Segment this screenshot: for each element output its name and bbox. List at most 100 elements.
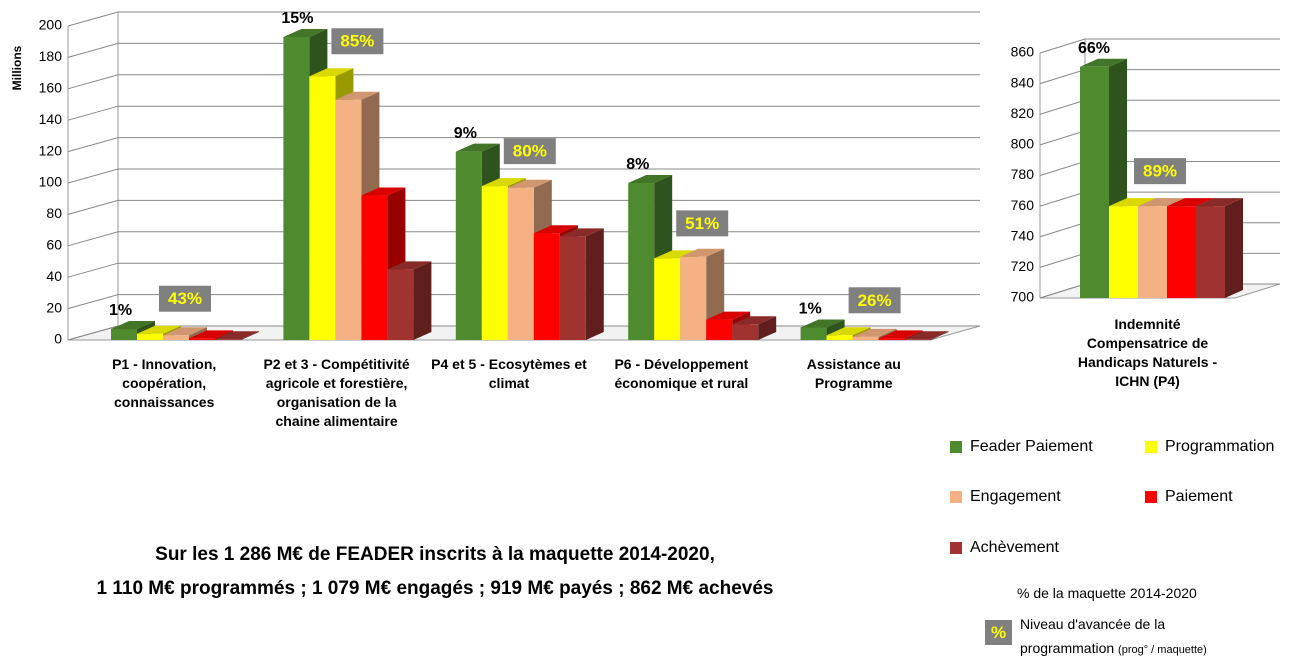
bar-side [930, 331, 949, 340]
bar-top [852, 328, 897, 337]
legend-label: Engagement [970, 488, 1061, 505]
bar-top [163, 327, 207, 336]
grid-line [67, 42, 980, 58]
bar-top [706, 311, 751, 320]
legend-label: Paiement [1165, 488, 1233, 505]
progress-box [503, 138, 556, 165]
legend-swatch [950, 542, 962, 554]
grid-line [67, 105, 980, 121]
legend-entry: Paiement [1145, 488, 1233, 506]
bar [628, 183, 655, 340]
bar-top [507, 179, 552, 188]
progress-label: 43% [168, 289, 202, 308]
grid-line [1039, 38, 1280, 54]
bar [680, 256, 707, 340]
progress-box [676, 210, 729, 237]
bar-top [732, 316, 777, 325]
bar [481, 186, 508, 340]
x-tick-label: P6 - Développement économique et rural [614, 356, 749, 391]
progress-label: 80% [513, 142, 547, 161]
legend-entry: Feader Paiement [950, 438, 1093, 456]
bar-side [758, 316, 777, 340]
share-label: 8% [626, 156, 649, 173]
legend-note: Niveau d'avancée de la programmation (pr… [1020, 612, 1220, 662]
bar [533, 233, 560, 340]
legend-note-title: % de la maquette 2014-2020 [1017, 585, 1197, 601]
bar-top [361, 187, 406, 196]
bar-top [335, 91, 380, 100]
y-tick-label: 820 [1011, 105, 1035, 121]
bar [163, 335, 189, 340]
bar-top [137, 325, 181, 334]
bar [1080, 66, 1109, 298]
y-tick-label: 120 [39, 142, 63, 158]
legend-swatch [950, 491, 962, 503]
bar-top [283, 28, 328, 37]
bar [215, 339, 241, 340]
bar-top [1080, 58, 1127, 67]
y-tick-label: 780 [1011, 166, 1035, 182]
progress-label: 51% [685, 214, 719, 233]
bar [387, 269, 414, 340]
bar [361, 195, 388, 340]
bar-top [387, 261, 432, 270]
bar-side [241, 331, 259, 340]
x-tick-label: P4 et 5 - Ecosytèmes et climat [431, 356, 587, 391]
bar-top [878, 330, 923, 339]
share-label: 66% [1078, 40, 1110, 57]
bar-side [413, 261, 432, 340]
bar [800, 327, 827, 340]
bar-top [533, 225, 578, 234]
legend-note-small: (prog° / maquette) [1118, 644, 1207, 656]
bar [137, 333, 163, 340]
share-label: 1% [109, 302, 132, 319]
bar-top [904, 331, 949, 340]
legend-note-text: Niveau d'avancée de la programmation [1020, 616, 1166, 656]
progress-box [848, 287, 901, 314]
bar-top [189, 330, 233, 339]
bar [283, 36, 310, 341]
bar-top [654, 250, 699, 259]
progress-box [1134, 158, 1186, 185]
bar [706, 319, 733, 340]
y-tick-label: 200 [39, 17, 63, 33]
bar-top [1138, 198, 1185, 207]
bar-top [628, 175, 673, 183]
y-tick-label: 700 [1011, 289, 1035, 305]
bar-top [1109, 198, 1156, 207]
progress-label: 26% [858, 291, 892, 310]
share-label: 1% [799, 301, 822, 318]
footnote: 1 110 M€ programmés ; 1 079 M€ engagés ;… [96, 578, 774, 599]
y-tick-label: 740 [1011, 227, 1035, 243]
bar [1138, 206, 1167, 298]
bar [852, 336, 879, 340]
bar-top [826, 327, 871, 336]
bar [507, 187, 534, 340]
bar [1196, 206, 1225, 298]
grid-line [67, 137, 980, 153]
bar [1109, 206, 1138, 298]
bar [654, 258, 681, 340]
y-tick-label: 840 [1011, 74, 1035, 90]
x-tick-label: P1 - Innovation, coopération, connaissan… [112, 356, 217, 410]
bar [455, 151, 482, 340]
bar-top [1167, 198, 1214, 207]
bar-top [559, 228, 604, 237]
progress-box [331, 28, 384, 55]
y-tick-label: 140 [39, 111, 63, 127]
grid-line [67, 168, 980, 184]
y-tick-label: 180 [39, 48, 63, 64]
y-tick-label: 20 [46, 299, 62, 315]
bar-top [455, 143, 500, 152]
bar [111, 329, 137, 340]
legend-label: Achèvement [970, 539, 1059, 556]
bar-top [215, 331, 259, 340]
grid-line [67, 74, 980, 90]
legend-swatch [1145, 491, 1157, 503]
y-tick-label: 100 [39, 174, 63, 190]
legend-swatch [1145, 441, 1157, 453]
y-tick-label: 860 [1011, 44, 1035, 60]
bar-side [585, 228, 604, 340]
